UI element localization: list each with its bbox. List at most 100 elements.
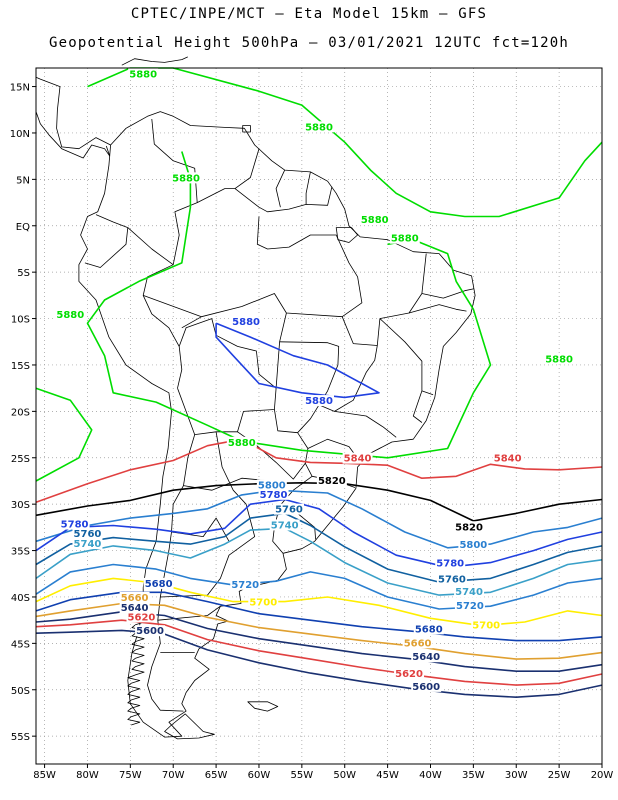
contour-label-bg	[342, 452, 373, 464]
contour-5820	[35, 482, 603, 522]
contour-label-bg	[436, 573, 467, 585]
contour-label-bg	[143, 577, 174, 589]
contour-label-bg	[135, 625, 166, 637]
borders-brazil-states-13	[421, 288, 474, 299]
lon-tick-label: 80W	[76, 770, 99, 781]
caribbean-islands	[121, 56, 188, 66]
contour-label-5660: 5660	[121, 593, 149, 604]
borders-colombia-peru	[127, 227, 174, 266]
contour-label-bg	[454, 521, 485, 533]
contour-label-5820: 5820	[455, 522, 483, 533]
borders-venezuela-guyana	[197, 148, 260, 203]
contour-5780	[35, 498, 603, 569]
borders-argentina-provinces-5	[171, 517, 230, 542]
contour-label-5600: 5600	[136, 626, 164, 637]
lon-tick-label: 65W	[205, 770, 228, 781]
lat-tick-label: 55S	[11, 732, 30, 743]
contour-label-bg	[171, 172, 202, 184]
lon-tick-label: 55W	[291, 770, 314, 781]
contour-5880	[86, 151, 492, 459]
contour-label-bg	[72, 537, 103, 549]
lat-tick-label: 15S	[11, 361, 30, 372]
contour-label-bg	[119, 591, 150, 603]
lat-tick-label: 5S	[17, 268, 30, 279]
contour-label-5740: 5740	[74, 539, 102, 550]
contour-label-bg	[119, 602, 150, 614]
borders-brazil-states-3	[256, 216, 363, 318]
contour-label-bg	[359, 214, 390, 226]
lon-tick-label: 75W	[119, 770, 142, 781]
contour-label-5880: 5880	[305, 396, 333, 407]
borders-brazil-states-1	[181, 253, 427, 346]
contour-label-bg	[304, 395, 334, 407]
lon-tick-label: 35W	[462, 770, 485, 781]
borders-guianas	[234, 186, 333, 213]
contour-label-5780: 5780	[260, 490, 288, 501]
contour-label-bg	[72, 527, 103, 539]
borders-ecuador-peru	[84, 214, 129, 268]
contour-label-bg	[411, 651, 442, 663]
lon-tick-label: 45W	[376, 770, 399, 781]
contour-label-5780: 5780	[61, 520, 89, 531]
lon-tick-label: 30W	[505, 770, 528, 781]
contour-label-5800: 5800	[459, 540, 487, 551]
contour-label-bg	[230, 578, 261, 590]
contour-label-layer: 5880588058805880588058805880588058805880…	[55, 68, 575, 693]
title-line-1: CPTEC/INPE/MCT – Eta Model 15km – GFS	[130, 6, 488, 22]
contour-label-bg	[226, 436, 257, 448]
contour-label-5740: 5740	[455, 587, 483, 598]
island-marajo	[335, 227, 358, 243]
contour-label-bg	[248, 596, 279, 608]
contour-label-5600: 5600	[412, 682, 440, 693]
borders-brazil-states-9	[412, 390, 423, 423]
contour-label-5700: 5700	[472, 621, 500, 632]
contour-label-bg	[256, 479, 287, 491]
contour-label-5700: 5700	[249, 597, 277, 608]
contour-5840	[35, 438, 603, 504]
borders-brazil-states-12	[408, 304, 467, 314]
contour-label-5760: 5760	[275, 505, 303, 516]
contour-5800	[35, 489, 603, 549]
lat-tick-label: 25S	[11, 454, 30, 465]
contour-label-5760: 5760	[438, 574, 466, 585]
contour-5600	[35, 629, 603, 698]
contour-label-5740: 5740	[271, 520, 299, 531]
contour-label-5880: 5880	[129, 69, 157, 80]
contour-label-5880: 5880	[228, 438, 256, 449]
contour-label-5880: 5880	[305, 122, 333, 133]
contour-label-bg	[454, 600, 485, 612]
contour-label-bg	[492, 452, 523, 464]
borders-brazil-states-8	[379, 318, 434, 396]
tierra-del-fuego	[164, 713, 215, 740]
contour-5620	[35, 619, 603, 686]
contour-label-5880: 5880	[232, 317, 260, 328]
lon-tick-label: 20W	[591, 770, 614, 781]
contour-label-5880: 5880	[56, 310, 84, 321]
south-america-coast	[78, 111, 476, 738]
lat-tick-label: 5N	[16, 175, 30, 186]
contour-label-5620: 5620	[128, 612, 156, 623]
map-frame	[35, 67, 603, 765]
contour-label-5880: 5880	[545, 354, 573, 365]
borders-brazil-states-2	[143, 295, 202, 318]
contour-label-bg	[304, 121, 334, 133]
contour-label-5880: 5880	[172, 173, 200, 184]
borders-colombia-panama	[105, 145, 111, 157]
contour-5720	[35, 563, 603, 610]
lon-tick-label: 60W	[248, 770, 271, 781]
lon-tick-label: 85W	[33, 770, 56, 781]
borders-argentina-provinces	[160, 431, 256, 598]
borders-guianas-3	[305, 171, 311, 205]
contour-label-bg	[273, 503, 304, 515]
lon-tick-label: 25W	[548, 770, 571, 781]
contour-label-bg	[258, 488, 289, 500]
contour-label-bg	[413, 623, 444, 635]
contour-label-5720: 5720	[231, 580, 259, 591]
lat-tick-label: EQ	[16, 222, 30, 233]
contour-label-bg	[454, 586, 485, 598]
contour-label-bg	[394, 667, 425, 679]
contour-label-bg	[458, 538, 489, 550]
contour-label-bg	[471, 619, 502, 631]
contour-label-bg	[435, 557, 466, 569]
